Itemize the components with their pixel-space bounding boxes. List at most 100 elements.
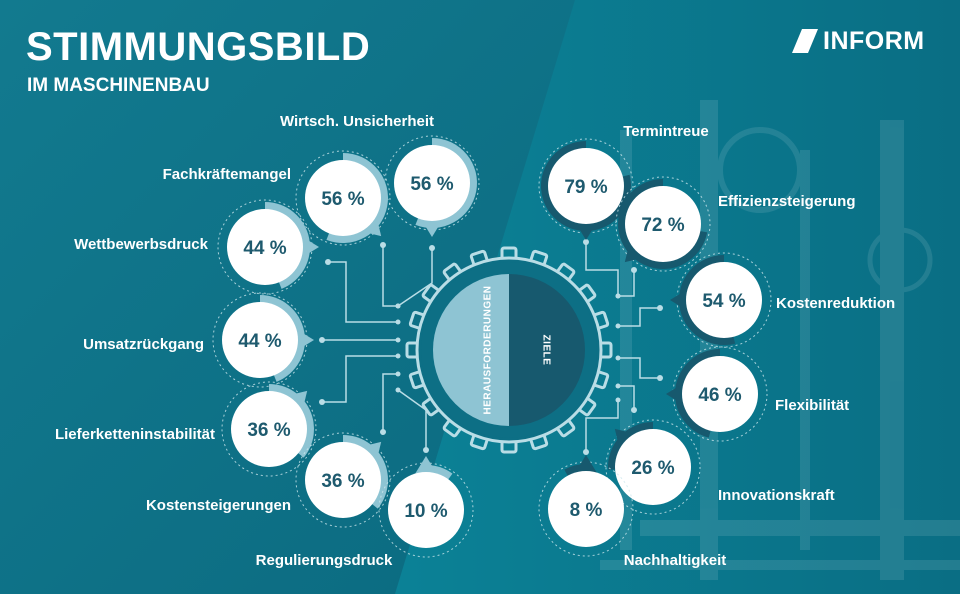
connector-line	[618, 270, 635, 297]
bubble-right-5: 8 % Nachhaltigkeit	[538, 397, 727, 569]
bubble-value: 8 %	[570, 500, 603, 521]
bubble-value: 10 %	[404, 501, 447, 522]
connector-dot	[657, 375, 663, 381]
connector-dot	[319, 337, 325, 343]
gear-label-goals: ZIELE	[540, 335, 551, 366]
bubble-value: 72 %	[641, 215, 684, 236]
category-label: Wettbewerbsdruck	[74, 236, 209, 253]
connector-end-dot	[395, 371, 401, 377]
bubble-disc	[305, 442, 381, 518]
connector-end-dot	[615, 293, 621, 299]
category-label: Effizienzsteigerung	[718, 193, 856, 210]
connector-dot	[631, 267, 637, 273]
bubble-left-6: 10 % Regulierungsdruck	[256, 387, 474, 569]
bubble-disc	[388, 472, 464, 548]
bubble-dashed-ring	[295, 150, 391, 246]
brand-logo: INFORM	[792, 28, 925, 54]
bubble-left-2: 44 % Wettbewerbsdruck	[74, 199, 401, 325]
brand-slash-icon	[792, 29, 818, 53]
connector-dot	[319, 399, 325, 405]
gear-half-goals	[509, 274, 585, 426]
connector-end-dot	[615, 355, 621, 361]
connector-dot	[380, 429, 386, 435]
connector-line	[618, 307, 660, 327]
gear-half-challenges	[433, 274, 509, 426]
bubble-dashed-ring	[221, 381, 317, 477]
bubble-pointer	[413, 456, 439, 477]
bubble-dashed-ring	[676, 252, 772, 348]
bubble-pointer	[670, 287, 691, 313]
bubble-value: 44 %	[243, 238, 286, 259]
bubble-left-5: 36 % Kostensteigerungen	[146, 371, 401, 528]
center-gear: HERAUSFORDERUNGEN ZIELE	[405, 246, 613, 454]
category-label: Fachkräftemangel	[163, 166, 291, 183]
page-title: STIMMUNGSBILD	[26, 25, 371, 69]
bubble-dashed-ring	[538, 138, 634, 234]
category-label: Termintreue	[623, 123, 709, 140]
category-label: Kostenreduktion	[776, 295, 895, 312]
bubble-right-1: 72 % Effizienzsteigerung	[615, 176, 856, 299]
connector-dot	[631, 407, 637, 413]
connector-end-dot	[395, 303, 401, 309]
connector-end-dot	[615, 383, 621, 389]
bubble-dashed-ring	[384, 135, 480, 231]
bubble-value: 46 %	[698, 385, 741, 406]
connector-end-dot	[395, 337, 401, 343]
category-label: Nachhaltigkeit	[624, 552, 727, 569]
connector-line	[585, 242, 619, 296]
bubble-value: 44 %	[238, 331, 281, 352]
bubble-disc	[615, 429, 691, 505]
connector-end-dot	[395, 319, 401, 325]
connector-dot	[423, 447, 429, 453]
bubble-value: 56 %	[410, 174, 453, 195]
connector-dot	[325, 259, 331, 265]
bubble-pointer	[573, 219, 599, 240]
connector-dot	[429, 245, 435, 251]
bubble-disc	[305, 160, 381, 236]
category-label: Regulierungsdruck	[256, 552, 393, 569]
bubble-dashed-ring	[605, 419, 701, 515]
connector-line	[382, 245, 398, 307]
connector-line	[618, 385, 635, 410]
brand-name: INFORM	[823, 27, 925, 55]
bubble-dashed-ring	[672, 346, 768, 442]
category-label: Innovationskraft	[718, 487, 835, 504]
category-label: Umsatzrückgang	[83, 336, 204, 353]
bubble-disc	[231, 391, 307, 467]
category-label: Wirtsch. Unsicherheit	[280, 113, 434, 130]
bubble-disc	[682, 356, 758, 432]
bubble-disc	[548, 471, 624, 547]
bubble-disc	[222, 302, 298, 378]
bubble-pointer	[293, 327, 314, 353]
connector-line	[382, 373, 398, 432]
connector-line	[397, 248, 433, 307]
bubble-disc	[548, 148, 624, 224]
connector-end-dot	[395, 387, 401, 393]
connector-dot	[583, 239, 589, 245]
gear-label-challenges: HERAUSFORDERUNGEN	[483, 285, 494, 414]
bubble-disc	[394, 145, 470, 221]
category-label: Lieferketteninstabilität	[55, 426, 215, 443]
category-label: Flexibilität	[775, 397, 849, 414]
connector-dot	[380, 242, 386, 248]
bubble-right-4: 26 % Innovationskraft	[605, 383, 835, 515]
connector-end-dot	[615, 323, 621, 329]
bubble-value: 79 %	[564, 177, 607, 198]
connector-line	[322, 355, 398, 403]
bubble-value: 54 %	[702, 291, 745, 312]
bubble-disc	[227, 209, 303, 285]
bubble-value: 36 %	[247, 420, 290, 441]
bubble-disc	[625, 186, 701, 262]
bubble-right-2: 54 % Kostenreduktion	[615, 252, 895, 348]
bubble-value: 56 %	[321, 189, 364, 210]
bubble-right-3: 46 % Flexibilität	[615, 346, 849, 442]
connector-end-dot	[615, 397, 621, 403]
connector-line	[397, 389, 427, 450]
connector-dot	[657, 305, 663, 311]
bubble-value: 26 %	[631, 458, 674, 479]
category-label: Kostensteigerungen	[146, 497, 291, 514]
connector-line	[618, 357, 660, 379]
connector-line	[585, 400, 619, 452]
bubble-pointer	[666, 381, 687, 407]
